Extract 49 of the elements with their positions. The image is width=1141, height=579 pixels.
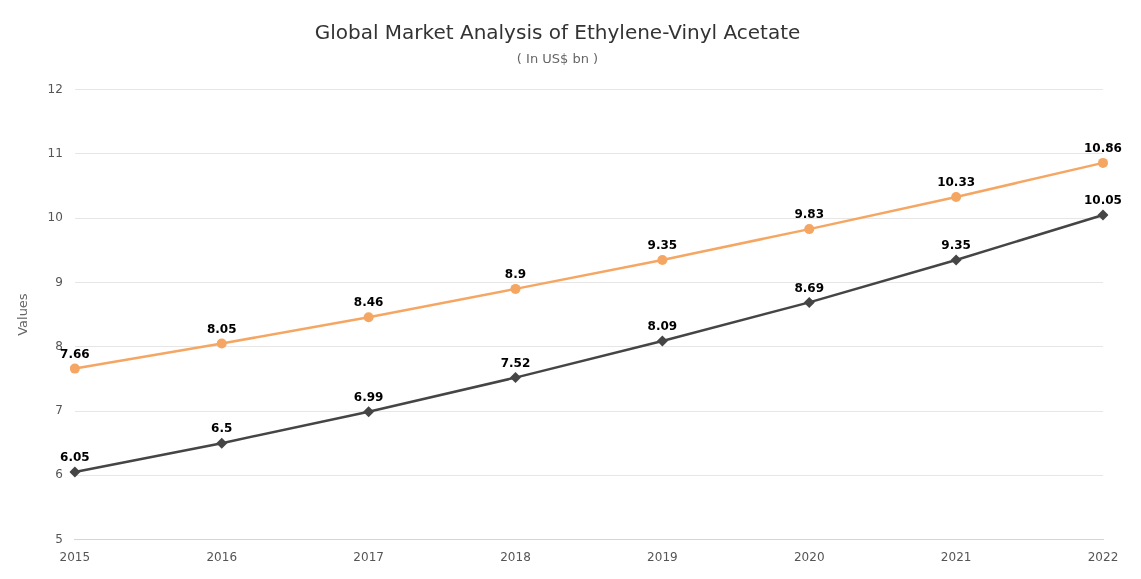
y-tick-label: 11 xyxy=(47,146,63,161)
point xyxy=(69,363,80,374)
chart-subtitle: ( In US$ bn ) xyxy=(516,51,599,67)
x-tick-label: 2019 xyxy=(647,549,678,564)
data-label: 8.05 xyxy=(206,321,237,336)
point xyxy=(363,406,375,418)
x-tick-label: 2022 xyxy=(1087,549,1119,564)
data-label: 9.83 xyxy=(794,207,825,222)
point xyxy=(69,466,81,478)
y-tick-label: 12 xyxy=(47,81,63,96)
data-label: 8.69 xyxy=(794,280,825,295)
x-tick-label: 2018 xyxy=(500,549,531,564)
x-tick-label: 2016 xyxy=(206,549,238,564)
chart-title: Global Market Analysis of Ethylene-Vinyl Acetate xyxy=(314,20,801,45)
data-label: 9.35 xyxy=(941,238,971,253)
data-label: 9.35 xyxy=(647,238,678,253)
y-tick-label: 7 xyxy=(55,403,63,418)
y-tick-label: 5 xyxy=(55,531,63,546)
y-tick-label: 10 xyxy=(47,210,63,225)
point xyxy=(216,338,227,349)
y-tick-label: 9 xyxy=(55,274,63,289)
point xyxy=(803,296,815,308)
data-label: 7.52 xyxy=(500,355,531,370)
data-label: 10.86 xyxy=(1084,141,1122,156)
x-tick-label: 2020 xyxy=(793,549,825,564)
data-label: 6.99 xyxy=(353,389,384,404)
data-label: 8.46 xyxy=(353,295,384,310)
point xyxy=(950,254,962,266)
data-label: 10.33 xyxy=(937,175,976,190)
x-tick-label: 2017 xyxy=(353,549,384,564)
point xyxy=(1098,157,1108,168)
point xyxy=(657,254,668,265)
point xyxy=(363,312,374,323)
point xyxy=(656,335,668,347)
x-tick-label: 2015 xyxy=(59,549,91,564)
y-tick-label: 6 xyxy=(55,467,63,482)
point xyxy=(804,224,815,235)
data-label: 8.09 xyxy=(647,319,678,334)
data-label: 6.5 xyxy=(211,421,233,436)
point xyxy=(951,191,962,202)
point xyxy=(216,437,228,449)
x-tick-label: 2021 xyxy=(940,549,972,564)
data-label: 8.9 xyxy=(504,267,527,282)
point xyxy=(1097,209,1109,221)
data-label: 6.05 xyxy=(60,450,90,465)
point xyxy=(510,372,521,384)
data-label: 10.05 xyxy=(1084,193,1122,208)
point xyxy=(510,283,521,294)
y-axis-title: Values xyxy=(15,293,31,336)
